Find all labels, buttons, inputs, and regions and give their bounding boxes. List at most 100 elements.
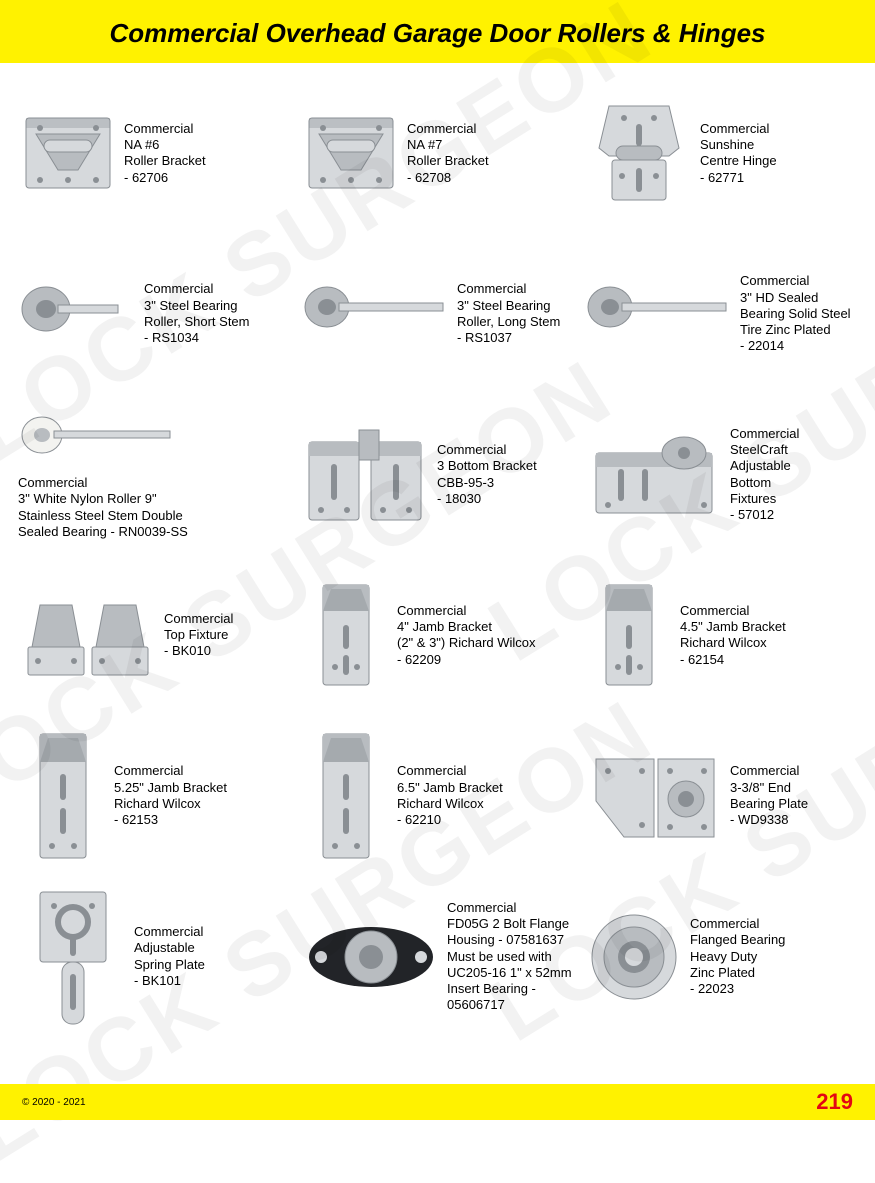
product-text-line: - 22014 [740, 338, 851, 354]
product-text-line: - BK101 [134, 973, 205, 989]
product-text-line: UC205-16 1" x 52mm [447, 965, 574, 981]
product-text-line: Fixtures [730, 491, 799, 507]
product-text-line: Commercial [407, 121, 489, 137]
page-title: Commercial Overhead Garage Door Rollers … [20, 18, 855, 49]
product-text-line: 3" HD Sealed [740, 290, 851, 306]
product-text-line: - 62771 [700, 170, 777, 186]
product-item: Commercial5.25" Jamb BracketRichard Wilc… [18, 720, 291, 873]
product-text-line: Commercial [124, 121, 206, 137]
product-text-line: Commercial [457, 281, 560, 297]
product-item: Commercial3" White Nylon Roller 9"Stainl… [18, 398, 291, 551]
product-text-line: Sealed Bearing - RN0039-SS [18, 524, 188, 540]
product-item: Commercial6.5" Jamb BracketRichard Wilco… [301, 720, 574, 873]
bracket-rivet-icon [18, 108, 118, 198]
product-text-line: Zinc Plated [690, 965, 785, 981]
product-text-line: NA #7 [407, 137, 489, 153]
product-item: CommercialFlanged BearingHeavy DutyZinc … [584, 880, 857, 1033]
product-text-line: - 62153 [114, 812, 227, 828]
product-item: Commercial4.5" Jamb BracketRichard Wilco… [584, 559, 857, 712]
product-text-line: Roller Bracket [407, 153, 489, 169]
product-description: CommercialNA #7Roller Bracket- 62708 [407, 121, 489, 186]
product-text-line: Commercial [700, 121, 777, 137]
roller-nylon-icon [18, 409, 178, 469]
product-item: CommercialTop Fixture- BK010 [18, 559, 291, 712]
product-description: Commercial3" White Nylon Roller 9"Stainl… [18, 475, 188, 540]
product-text-line: Roller Bracket [124, 153, 206, 169]
product-description: Commercial6.5" Jamb BracketRichard Wilco… [397, 763, 503, 828]
product-text-line: - RS1037 [457, 330, 560, 346]
product-item: Commercial3 Bottom BracketCBB-95-3- 1803… [301, 398, 574, 551]
product-text-line: Centre Hinge [700, 153, 777, 169]
product-text-line: 3" White Nylon Roller 9" [18, 491, 188, 507]
product-text-line: Housing - 07581637 [447, 932, 574, 948]
product-item: CommercialSunshineCentre Hinge- 62771 [584, 77, 857, 230]
product-text-line: 4" Jamb Bracket [397, 619, 536, 635]
product-text-line: Commercial [397, 763, 503, 779]
product-text-line: Bearing Plate [730, 796, 808, 812]
product-text-line: Bottom [730, 475, 799, 491]
product-text-line: Commercial [437, 442, 537, 458]
jamb-bracket-icon [301, 575, 391, 695]
product-description: CommercialFD05G 2 Bolt FlangeHousing - 0… [447, 900, 574, 1014]
product-text-line: Adjustable [730, 458, 799, 474]
product-text-line: Commercial [730, 426, 799, 442]
product-text-line: - 62706 [124, 170, 206, 186]
product-text-line: Richard Wilcox [397, 796, 503, 812]
product-item: CommercialNA #7Roller Bracket- 62708 [301, 77, 574, 230]
product-text-line: 4.5" Jamb Bracket [680, 619, 786, 635]
product-item: CommercialNA #6Roller Bracket- 62706 [18, 77, 291, 230]
product-description: Commercial3" HD SealedBearing Solid Stee… [740, 273, 851, 354]
product-item: CommercialAdjustableSpring Plate- BK101 [18, 880, 291, 1033]
product-description: Commercial3 Bottom BracketCBB-95-3- 1803… [437, 442, 537, 507]
end-bearing-plate-icon [584, 741, 724, 851]
product-text-line: NA #6 [124, 137, 206, 153]
product-text-line: - WD9338 [730, 812, 808, 828]
product-text-line: Commercial [740, 273, 851, 289]
product-description: Commercial3" Steel BearingRoller, Long S… [457, 281, 560, 346]
product-text-line: Insert Bearing - 05606717 [447, 981, 574, 1014]
product-text-line: Commercial [680, 603, 786, 619]
product-text-line: CBB-95-3 [437, 475, 537, 491]
product-description: CommercialNA #6Roller Bracket- 62706 [124, 121, 206, 186]
bottom-bracket-pair-icon [301, 420, 431, 530]
product-text-line: Commercial [18, 475, 188, 491]
product-description: Commercial3" Steel BearingRoller, Short … [144, 281, 250, 346]
page-number: 219 [816, 1089, 853, 1115]
product-text-line: - RS1034 [144, 330, 250, 346]
product-item: CommercialSteelCraftAdjustableBottomFixt… [584, 398, 857, 551]
product-text-line: Heavy Duty [690, 949, 785, 965]
product-text-line: Commercial [114, 763, 227, 779]
product-text-line: - 62708 [407, 170, 489, 186]
roller-long-icon [584, 279, 734, 349]
product-text-line: Adjustable [134, 940, 205, 956]
product-item: Commercial3-3/8" EndBearing Plate- WD933… [584, 720, 857, 873]
page-header: Commercial Overhead Garage Door Rollers … [0, 0, 875, 63]
product-text-line: - 62209 [397, 652, 536, 668]
product-item: Commercial4" Jamb Bracket(2" & 3") Richa… [301, 559, 574, 712]
product-text-line: - BK010 [164, 643, 233, 659]
product-text-line: - 62154 [680, 652, 786, 668]
roller-short-icon [18, 279, 138, 349]
product-description: Commercial4" Jamb Bracket(2" & 3") Richa… [397, 603, 536, 668]
page-footer: © 2020 - 2021 219 [0, 1084, 875, 1120]
product-text-line: 3 Bottom Bracket [437, 458, 537, 474]
adjustable-bottom-icon [584, 425, 724, 525]
product-item: Commercial3" Steel BearingRoller, Long S… [301, 238, 574, 391]
product-text-line: 6.5" Jamb Bracket [397, 780, 503, 796]
product-description: Commercial3-3/8" EndBearing Plate- WD933… [730, 763, 808, 828]
product-text-line: Flanged Bearing [690, 932, 785, 948]
product-description: CommercialSunshineCentre Hinge- 62771 [700, 121, 777, 186]
product-text-line: 3-3/8" End [730, 780, 808, 796]
product-text-line: Bearing Solid Steel [740, 306, 851, 322]
product-description: CommercialAdjustableSpring Plate- BK101 [134, 924, 205, 989]
roller-long-icon [301, 279, 451, 349]
flanged-bearing-icon [584, 907, 684, 1007]
product-description: Commercial5.25" Jamb BracketRichard Wilc… [114, 763, 227, 828]
product-text-line: Commercial [134, 924, 205, 940]
spring-plate-icon [18, 882, 128, 1032]
product-text-line: Spring Plate [134, 957, 205, 973]
product-text-line: - 62210 [397, 812, 503, 828]
product-text-line: Roller, Long Stem [457, 314, 560, 330]
product-text-line: 3" Steel Bearing [144, 298, 250, 314]
product-text-line: Stainless Steel Stem Double [18, 508, 188, 524]
